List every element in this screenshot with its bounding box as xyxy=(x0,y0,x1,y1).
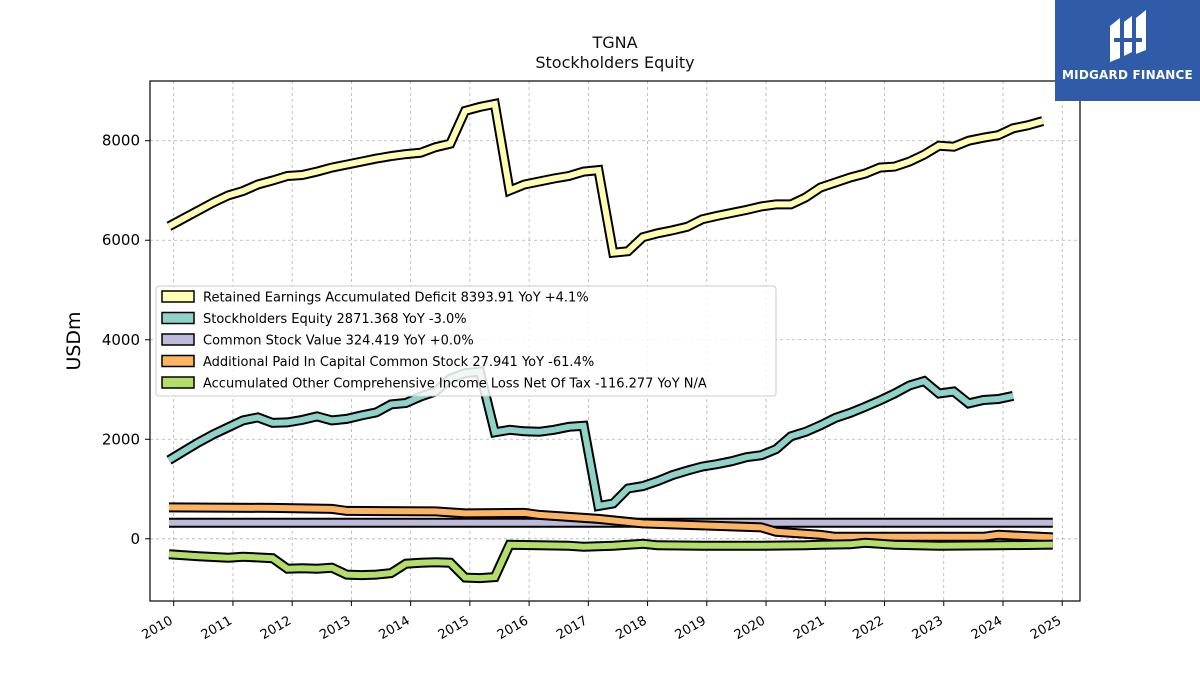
midgard-logo-icon xyxy=(1110,10,1146,62)
x-tick-label: 2014 xyxy=(376,613,412,643)
y-tick-label: 0 xyxy=(130,530,140,548)
x-tick-label: 2018 xyxy=(613,613,649,643)
x-tick-label: 2011 xyxy=(199,613,235,643)
legend-swatch xyxy=(161,290,195,303)
series-1 xyxy=(166,97,1045,259)
brand-logo: MIDGARD FINANCE xyxy=(1055,0,1200,101)
series-4 xyxy=(168,502,1054,543)
brand-name: MIDGARD FINANCE xyxy=(1062,68,1193,82)
legend-swatch xyxy=(161,354,195,368)
legend-swatch xyxy=(161,376,195,389)
x-tick-label: 2010 xyxy=(140,613,176,643)
x-tick-label: 2025 xyxy=(1028,613,1064,643)
legend-box xyxy=(155,285,777,397)
y-axis: 0 2000 4000 6000 8000 xyxy=(102,132,150,548)
series-5 xyxy=(168,537,1053,584)
x-tick-label: 2022 xyxy=(850,613,886,643)
series-line xyxy=(167,368,1014,510)
series-line-outline xyxy=(166,97,1045,259)
legend-entry: Common Stock Value 324.419 YoY +0.0% xyxy=(203,334,474,349)
legend-swatch xyxy=(161,333,195,346)
x-tick-label: 2012 xyxy=(258,613,294,643)
legend: Retained Earnings Accumulated Deficit 83… xyxy=(155,285,777,397)
y-tick-label: 4000 xyxy=(102,331,140,349)
legend-swatch xyxy=(161,311,195,325)
plot-frame xyxy=(149,80,1081,602)
x-tick-label: 2020 xyxy=(732,613,768,643)
legend-entry: Additional Paid In Capital Common Stock … xyxy=(203,355,594,370)
legend-entry: Retained Earnings Accumulated Deficit 83… xyxy=(203,291,589,306)
chart-subtitle: Stockholders Equity xyxy=(535,53,694,72)
series-line xyxy=(168,539,1053,582)
y-axis-label: USDm xyxy=(63,311,85,370)
series-line xyxy=(168,504,1053,541)
x-tick-label: 2013 xyxy=(317,613,353,643)
chart-title: TGNA xyxy=(591,33,637,52)
x-tick-label: 2017 xyxy=(554,613,590,643)
x-tick-label: 2016 xyxy=(495,613,531,643)
series-2 xyxy=(166,366,1015,512)
x-tick-label: 2015 xyxy=(436,613,472,643)
series-line xyxy=(167,100,1044,256)
series-layer xyxy=(166,97,1054,584)
legend-entry: Accumulated Other Comprehensive Income L… xyxy=(203,377,707,392)
legend-entry: Stockholders Equity 2871.368 YoY -3.0% xyxy=(203,312,467,327)
y-tick-label: 6000 xyxy=(102,231,140,249)
x-tick-label: 2023 xyxy=(910,613,946,643)
y-tick-label: 8000 xyxy=(102,132,140,150)
y-tick-label: 2000 xyxy=(102,430,140,448)
x-axis: 2010 2011 2012 2013 2014 2015 2016 2017 2018 2019… xyxy=(140,601,1064,643)
x-tick-label: 2024 xyxy=(969,613,1005,643)
x-tick-label: 2019 xyxy=(673,613,709,643)
x-tick-label: 2021 xyxy=(791,613,827,643)
